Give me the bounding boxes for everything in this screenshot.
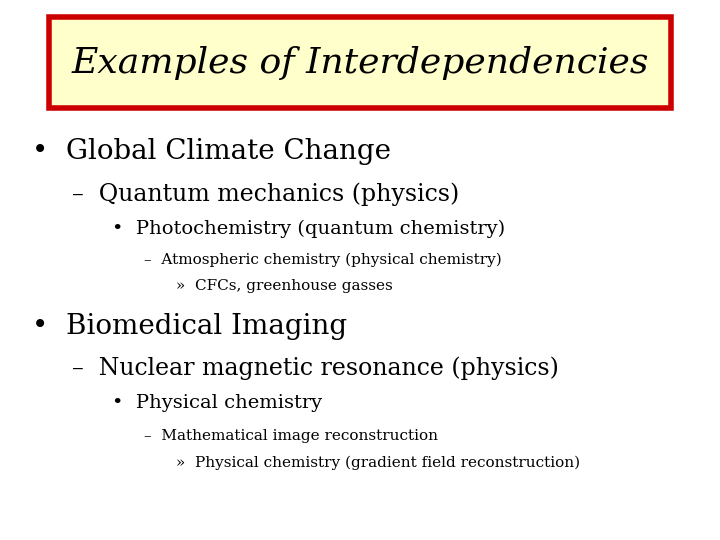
Text: »  Physical chemistry (gradient field reconstruction): » Physical chemistry (gradient field rec…: [176, 456, 580, 470]
Text: –  Nuclear magnetic resonance (physics): – Nuclear magnetic resonance (physics): [72, 356, 559, 380]
Text: –  Mathematical image reconstruction: – Mathematical image reconstruction: [144, 429, 438, 443]
Text: •  Biomedical Imaging: • Biomedical Imaging: [32, 313, 348, 340]
Text: –  Atmospheric chemistry (physical chemistry): – Atmospheric chemistry (physical chemis…: [144, 253, 502, 267]
Text: »  CFCs, greenhouse gasses: » CFCs, greenhouse gasses: [176, 279, 393, 293]
FancyBboxPatch shape: [49, 17, 671, 108]
Text: •  Photochemistry (quantum chemistry): • Photochemistry (quantum chemistry): [112, 220, 505, 238]
Text: •  Physical chemistry: • Physical chemistry: [112, 394, 322, 413]
Text: Examples of Interdependencies: Examples of Interdependencies: [71, 46, 649, 79]
Text: •  Global Climate Change: • Global Climate Change: [32, 138, 392, 165]
Text: –  Quantum mechanics (physics): – Quantum mechanics (physics): [72, 182, 459, 206]
